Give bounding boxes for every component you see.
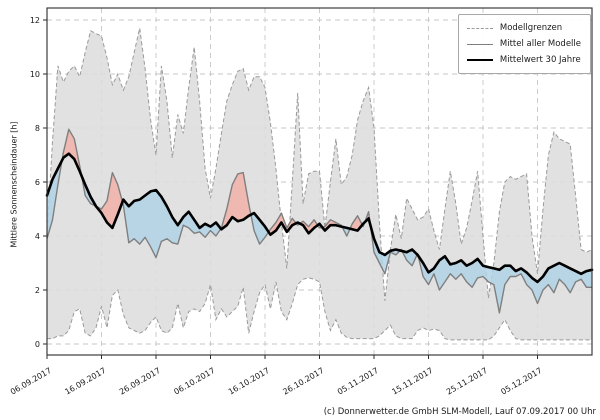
- legend-label: Mittelwert 30 Jahre: [499, 55, 581, 65]
- legend-box: Modellgrenzen Mittel aller Modelle Mitte…: [457, 14, 591, 74]
- y-tick-label: 8: [35, 124, 40, 133]
- x-tick-label: 06.10.2017: [172, 366, 216, 397]
- below-normal-area: [370, 225, 401, 274]
- y-tick-label: 6: [35, 178, 40, 187]
- y-tick-label: 4: [35, 232, 40, 241]
- legend-entry-30y-mean: Mittelwert 30 Jahre: [466, 52, 581, 68]
- legend-entry-model-bounds: Modellgrenzen: [466, 20, 581, 36]
- model-upper-bound-line: [46, 27, 593, 301]
- below-normal-area: [250, 213, 269, 245]
- y-axis-label: Mittlere Sonnenscheindauer [h]: [9, 121, 19, 248]
- x-tick-label: 05.11.2017: [336, 366, 380, 397]
- x-tick-label: 26.09.2017: [118, 366, 162, 397]
- y-tick-label: 2: [35, 286, 40, 295]
- x-tick-label: 26.10.2017: [281, 366, 325, 397]
- x-tick-label: 06.09.2017: [9, 366, 53, 397]
- y-tick-label: 10: [30, 70, 40, 79]
- y-tick-label: 0: [35, 340, 40, 349]
- above-normal-area: [220, 172, 251, 230]
- legend-label: Modellgrenzen: [499, 23, 563, 33]
- x-tick-label: 15.11.2017: [390, 366, 434, 397]
- y-tick-label: 12: [30, 16, 40, 25]
- x-tick-label: 16.09.2017: [63, 366, 107, 397]
- gray-line-icon: [466, 43, 493, 45]
- legend-entry-model-mean: Mittel aller Modelle: [466, 36, 581, 52]
- legend-label: Mittel aller Modelle: [499, 39, 581, 49]
- x-tick-label: 16.10.2017: [227, 366, 271, 397]
- mean-30y-line: [45, 152, 594, 284]
- x-tick-label: 05.12.2017: [499, 366, 543, 397]
- dashed-line-icon: [466, 27, 493, 29]
- model-mean-line: [46, 128, 592, 314]
- x-tick-label: 25.11.2017: [445, 366, 489, 397]
- black-line-icon: [466, 59, 493, 61]
- copyright-text: (c) Donnerwetter.de GmbH SLM-Modell, Lau…: [323, 407, 596, 417]
